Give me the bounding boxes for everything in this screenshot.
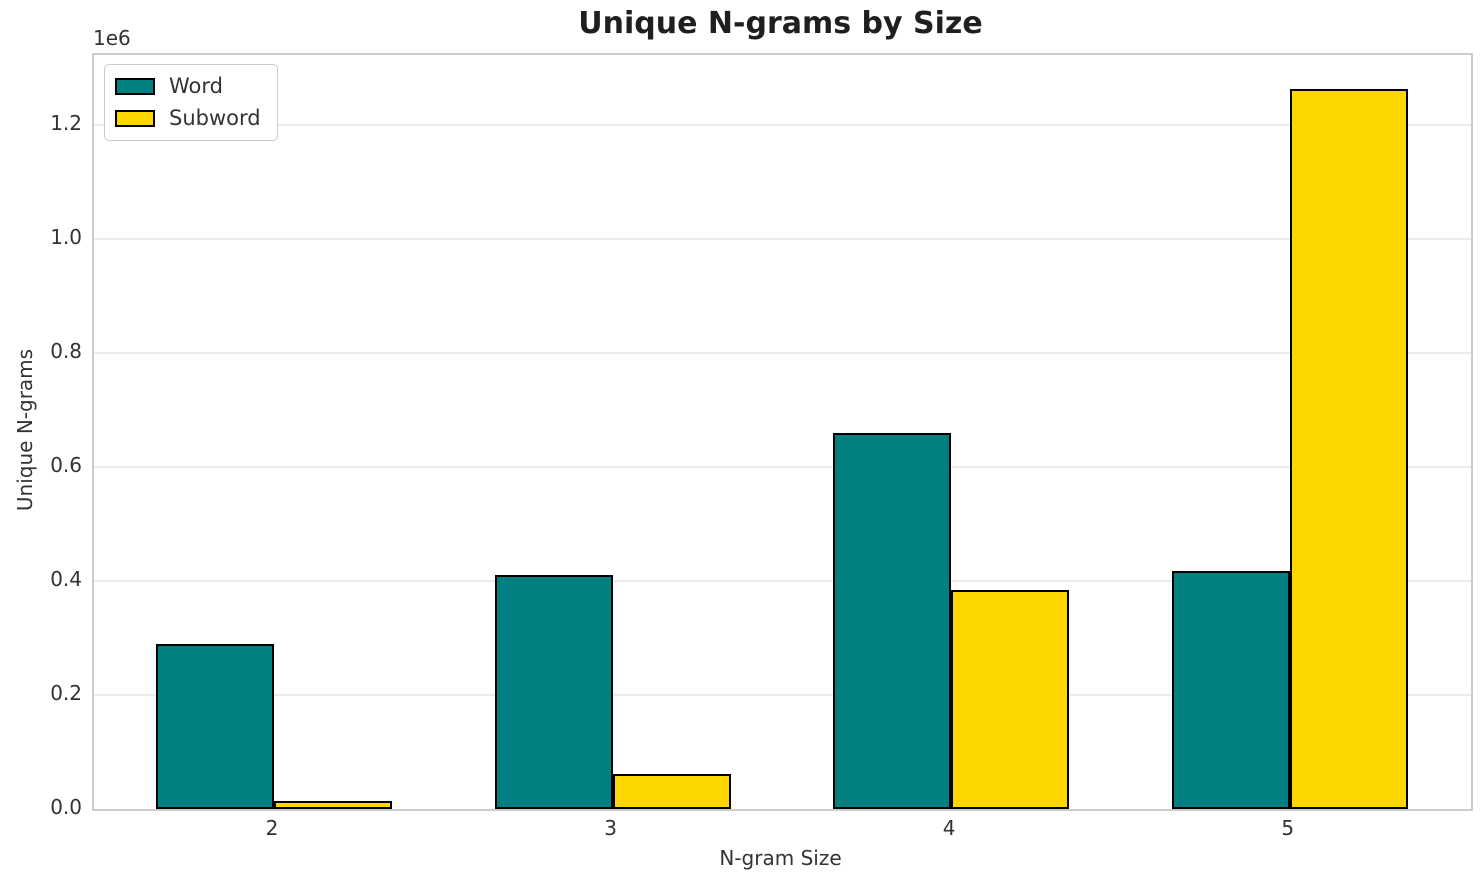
x-tick-label: 4 (942, 816, 956, 840)
y-tick-label: 1.0 (50, 225, 82, 250)
y-tick-label: 0.4 (50, 567, 82, 592)
legend-swatch-subword (115, 110, 155, 127)
bar-subword-2 (273, 801, 392, 809)
x-tick-label: 5 (1281, 816, 1295, 840)
legend-label: Word (169, 74, 223, 98)
legend: Word Subword (104, 64, 278, 141)
bar-subword-5 (1289, 89, 1408, 809)
gridline (94, 238, 1471, 241)
y-tick-label: 0.8 (50, 339, 82, 364)
y-tick-label: 0.0 (50, 795, 82, 819)
bar-word-5 (1171, 570, 1290, 809)
y-tick-label: 0.6 (50, 453, 82, 478)
bar-word-3 (494, 575, 613, 809)
y-axis-label: Unique N-grams (13, 348, 37, 512)
gridline (94, 580, 1471, 583)
y-axis-offset-label: 1e6 (93, 26, 131, 50)
gridline (94, 352, 1471, 355)
legend-item-word: Word (115, 74, 261, 99)
chart-title: Unique N-grams by Size (578, 6, 983, 41)
x-axis-label: N-gram Size (719, 846, 842, 870)
legend-label: Subword (169, 106, 261, 130)
gridline (94, 124, 1471, 127)
plot-area: Word Subword (92, 53, 1473, 811)
x-tick-label: 2 (265, 816, 279, 840)
bar-subword-4 (951, 589, 1070, 809)
y-tick-label: 0.2 (50, 681, 82, 706)
gridline (94, 694, 1471, 697)
bar-subword-3 (612, 773, 731, 809)
gridline (94, 466, 1471, 469)
x-tick-label: 3 (604, 816, 617, 840)
legend-swatch-word (115, 78, 155, 95)
bar-word-2 (155, 643, 274, 809)
bar-word-4 (833, 432, 952, 809)
y-tick-label: 1.2 (50, 111, 82, 136)
legend-item-subword: Subword (115, 106, 261, 131)
